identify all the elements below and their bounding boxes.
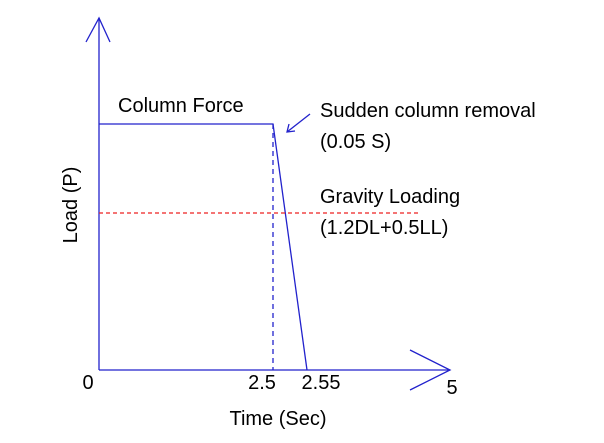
removal-pointer bbox=[286, 113, 311, 133]
removal-time: (0.05 S) bbox=[320, 131, 391, 153]
column-force-label: Column Force bbox=[118, 95, 244, 117]
removal-pointer-head bbox=[286, 123, 296, 133]
gravity-title: Gravity Loading bbox=[320, 186, 460, 208]
x-axis-arrow bbox=[409, 349, 452, 391]
x-tick-label: 5 bbox=[446, 377, 457, 399]
gravity-combo: (1.2DL+0.5LL) bbox=[320, 217, 448, 239]
y-axis-arrow bbox=[85, 16, 111, 43]
y-axis-label: Load (P) bbox=[60, 167, 82, 244]
x-tick-label: 2.5 bbox=[248, 372, 276, 394]
x-tick-label: 2.55 bbox=[302, 372, 341, 394]
x-tick-label: 0 bbox=[82, 372, 93, 394]
removal-title: Sudden column removal bbox=[320, 100, 536, 122]
x-axis-label: Time (Sec) bbox=[229, 408, 326, 430]
